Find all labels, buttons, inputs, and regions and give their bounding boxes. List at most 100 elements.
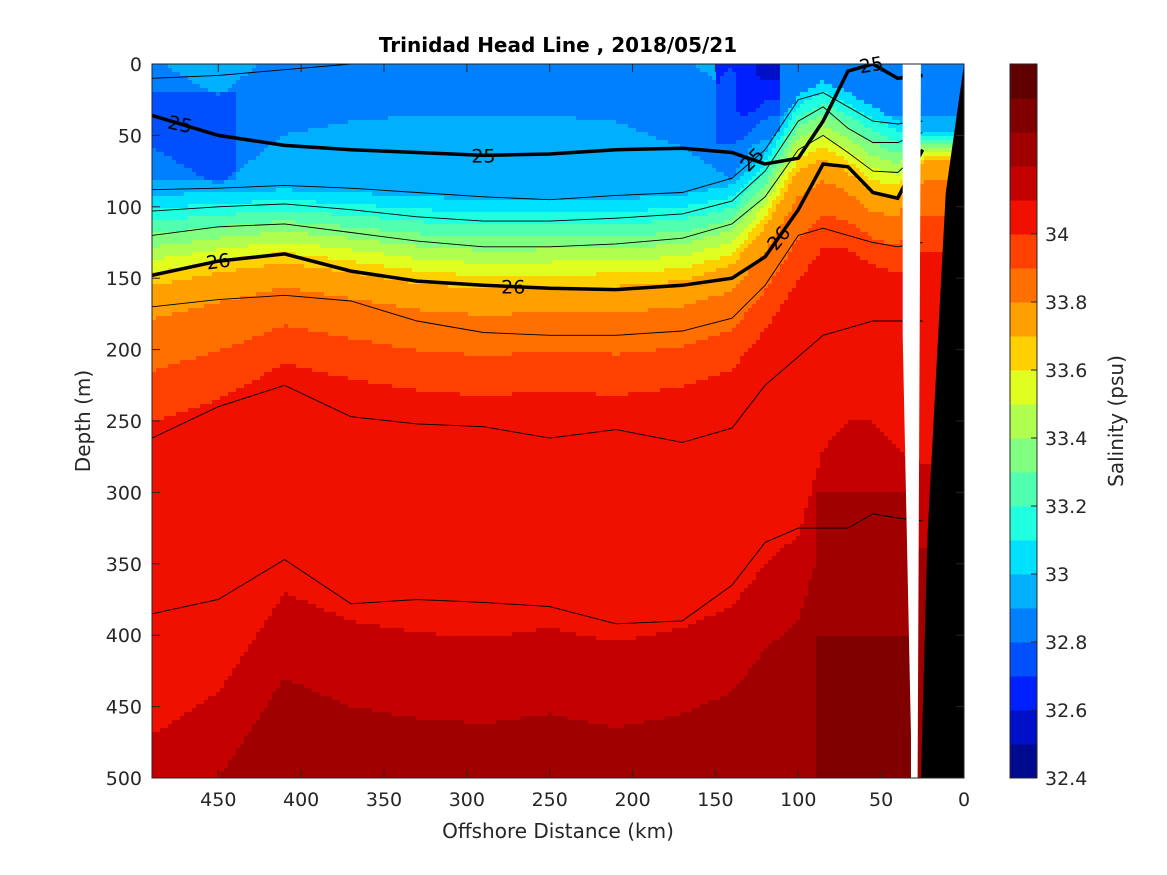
salinity-cell — [248, 392, 253, 397]
salinity-cell — [180, 660, 185, 665]
salinity-cell — [208, 80, 213, 85]
salinity-cell — [188, 312, 193, 317]
salinity-cell — [220, 76, 225, 81]
salinity-cell — [216, 108, 221, 113]
salinity-cell — [252, 744, 257, 749]
salinity-cell — [176, 384, 181, 389]
salinity-cell — [200, 724, 205, 729]
salinity-cell — [152, 148, 157, 153]
salinity-cell — [256, 508, 261, 513]
salinity-cell — [260, 444, 265, 449]
salinity-cell — [172, 252, 177, 257]
salinity-cell — [196, 680, 201, 685]
salinity-cell — [176, 652, 181, 657]
salinity-cell — [192, 556, 197, 561]
salinity-cell — [228, 464, 233, 469]
salinity-cell — [220, 728, 225, 733]
salinity-cell — [248, 676, 253, 681]
salinity-cell — [224, 172, 229, 177]
salinity-cell — [164, 464, 169, 469]
salinity-cell — [156, 564, 161, 569]
salinity-cell — [184, 776, 189, 778]
salinity-cell — [248, 492, 253, 497]
salinity-cell — [196, 740, 201, 745]
salinity-cell — [184, 684, 189, 689]
salinity-cell — [228, 240, 233, 245]
salinity-cell — [176, 464, 181, 469]
salinity-cell — [208, 192, 213, 197]
salinity-cell — [204, 388, 209, 393]
salinity-cell — [152, 636, 157, 641]
salinity-cell — [156, 752, 161, 757]
salinity-cell — [212, 448, 217, 453]
salinity-cell — [236, 272, 241, 277]
salinity-cell — [220, 232, 225, 237]
salinity-cell — [188, 504, 193, 509]
salinity-cell — [232, 544, 237, 549]
salinity-cell — [224, 380, 229, 385]
salinity-cell — [200, 488, 205, 493]
salinity-cell — [152, 604, 157, 609]
salinity-cell — [260, 508, 265, 513]
salinity-cell — [256, 216, 261, 221]
salinity-cell — [172, 492, 177, 497]
salinity-cell — [172, 136, 177, 141]
salinity-cell — [244, 148, 249, 153]
salinity-cell — [248, 164, 253, 169]
salinity-cell — [240, 328, 245, 333]
salinity-cell — [224, 472, 229, 477]
salinity-cell — [208, 92, 213, 97]
salinity-cell — [196, 624, 201, 629]
salinity-cell — [164, 776, 169, 778]
salinity-cell — [160, 216, 165, 221]
salinity-cell — [212, 140, 217, 145]
salinity-cell — [164, 192, 169, 197]
salinity-cell — [188, 456, 193, 461]
salinity-cell — [160, 80, 165, 85]
salinity-cell — [220, 344, 225, 349]
salinity-cell — [224, 652, 229, 657]
salinity-cell — [232, 124, 237, 129]
salinity-cell — [160, 448, 165, 453]
salinity-cell — [224, 496, 229, 501]
salinity-cell — [176, 724, 181, 729]
salinity-cell — [192, 388, 197, 393]
salinity-cell — [260, 468, 265, 473]
salinity-cell — [216, 208, 221, 213]
salinity-cell — [172, 240, 177, 245]
salinity-cell — [196, 756, 201, 761]
salinity-cell — [204, 496, 209, 501]
salinity-cell — [232, 320, 237, 325]
salinity-cell — [160, 228, 165, 233]
salinity-cell — [168, 368, 173, 373]
salinity-cell — [256, 712, 261, 717]
salinity-cell — [212, 752, 217, 757]
salinity-cell — [224, 160, 229, 165]
salinity-cell — [248, 380, 253, 385]
salinity-cell — [240, 280, 245, 285]
salinity-cell — [200, 104, 205, 109]
salinity-cell — [160, 84, 165, 89]
salinity-cell — [220, 336, 225, 341]
salinity-cell — [188, 464, 193, 469]
salinity-cell — [260, 696, 265, 701]
salinity-cell — [220, 756, 225, 761]
salinity-cell — [236, 564, 241, 569]
salinity-cell — [160, 264, 165, 269]
salinity-cell — [204, 344, 209, 349]
salinity-cell — [160, 584, 165, 589]
salinity-cell — [240, 80, 245, 85]
salinity-cell — [152, 292, 157, 297]
salinity-cell — [208, 332, 213, 337]
salinity-cell — [208, 700, 213, 705]
salinity-cell — [232, 432, 237, 437]
salinity-cell — [152, 296, 157, 301]
salinity-cell — [260, 708, 265, 713]
salinity-cell — [256, 348, 261, 353]
salinity-cell — [216, 112, 221, 117]
salinity-cell — [204, 724, 209, 729]
salinity-cell — [180, 652, 185, 657]
salinity-cell — [216, 696, 221, 701]
salinity-cell — [224, 276, 229, 281]
salinity-cell — [248, 96, 253, 101]
